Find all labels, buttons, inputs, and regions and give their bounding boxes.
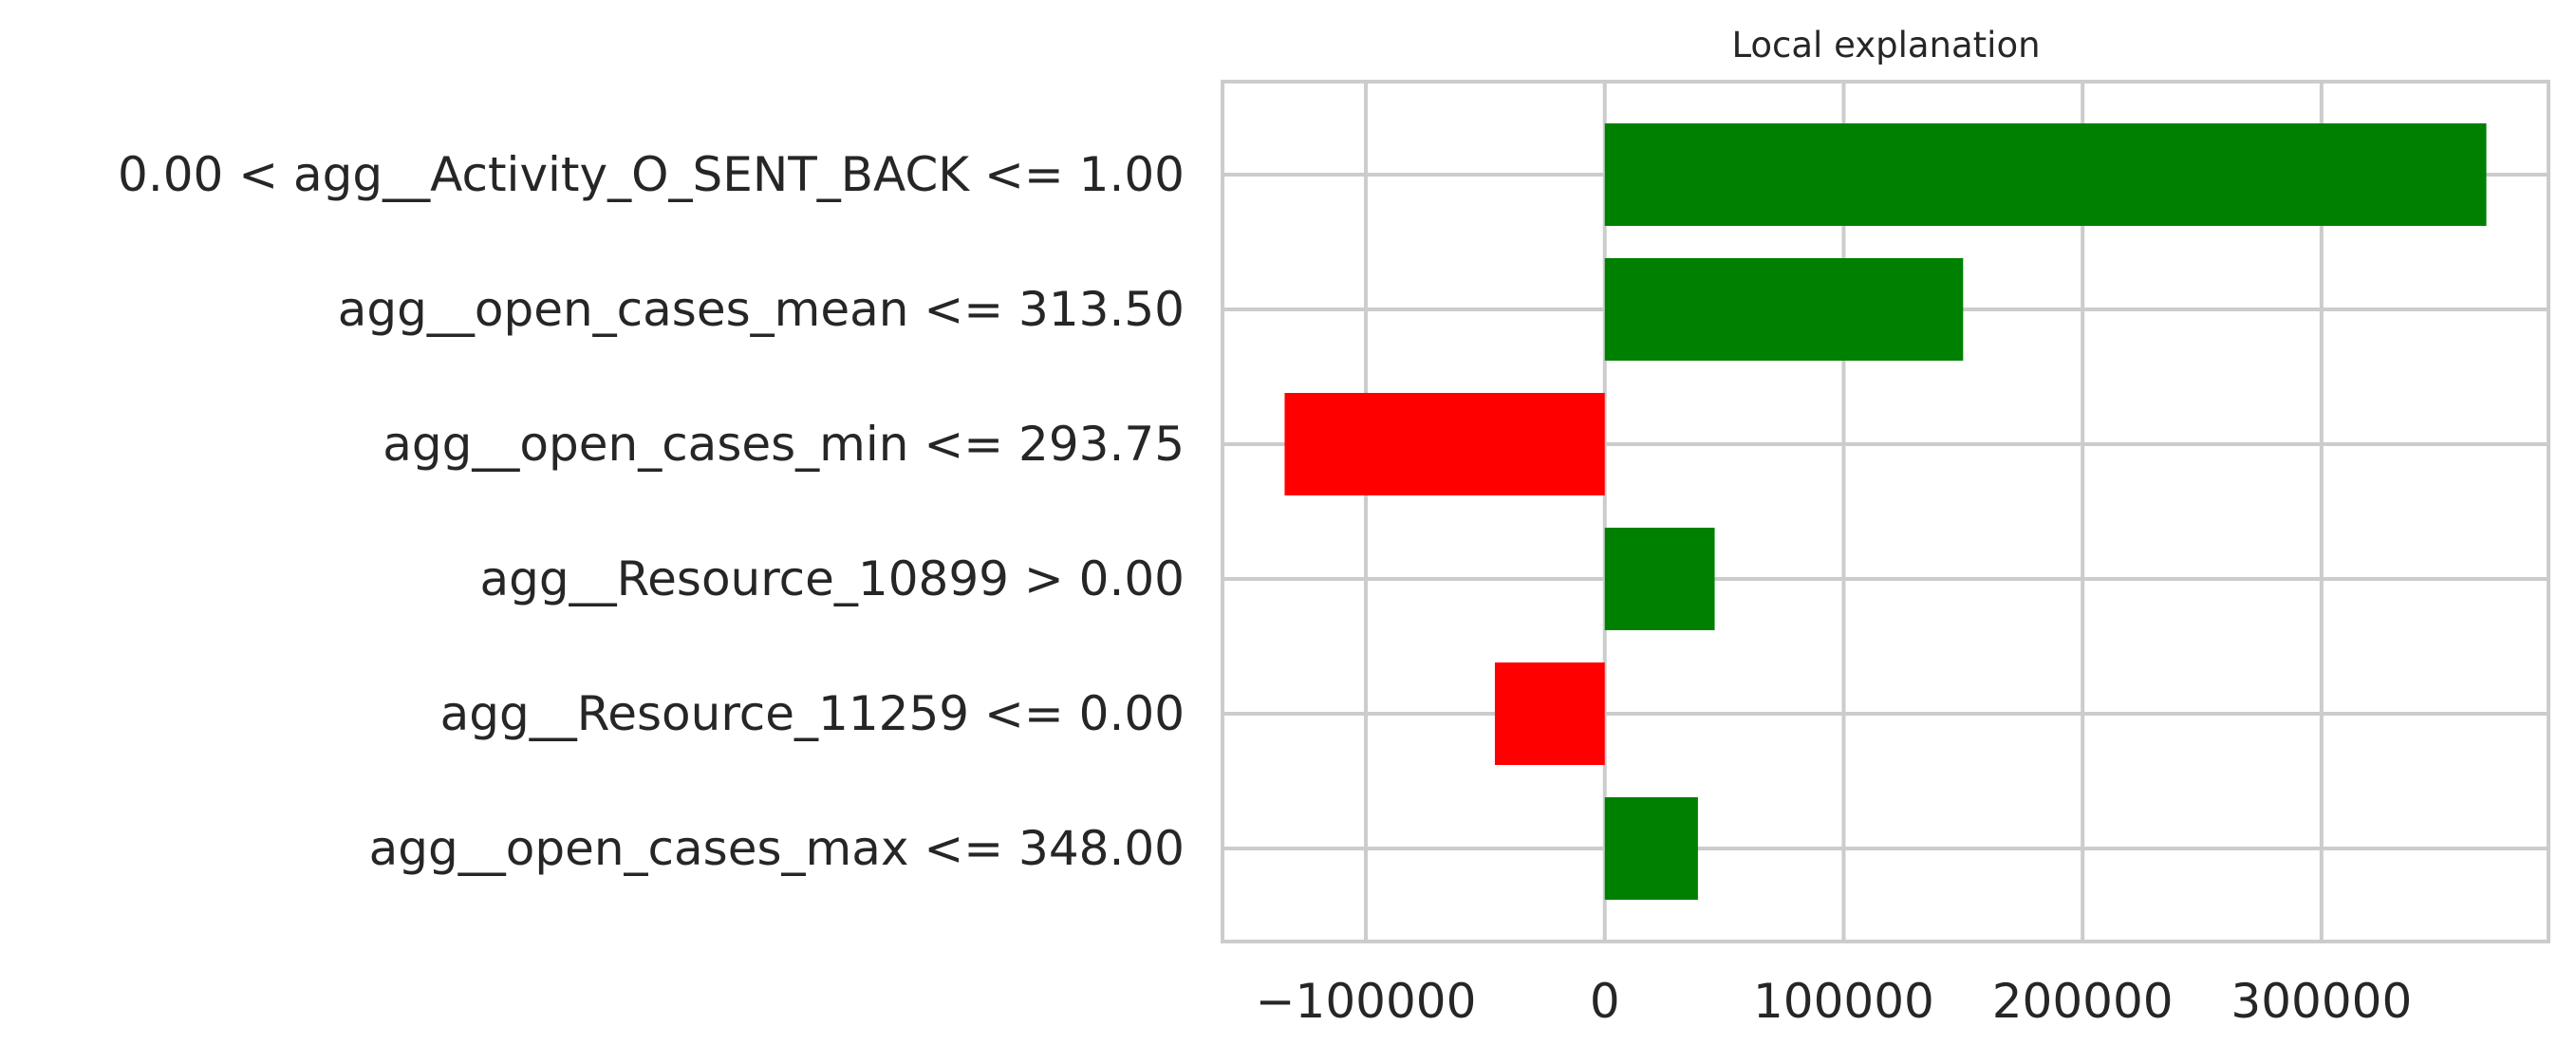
y-tick-label: agg__open_cases_max <= 348.00 (369, 821, 1185, 876)
bar-4 (1494, 662, 1605, 765)
chart-title: Local explanation (1731, 25, 2040, 65)
y-tick-label: agg__open_cases_min <= 293.75 (383, 417, 1185, 472)
bar-5 (1604, 797, 1698, 900)
bar-1 (1604, 258, 1964, 361)
x-tick-label: 200000 (1992, 974, 2174, 1029)
bar-2 (1284, 393, 1605, 495)
bar-layer (1284, 123, 2487, 900)
plot-frame (1221, 80, 2550, 943)
x-tick-label: 0 (1590, 974, 1620, 1029)
x-tick-label: 300000 (2231, 974, 2412, 1029)
x-tick-label: −100000 (1256, 974, 1477, 1029)
x-tick-labels: −100000 0 100000 200000 300000 (1256, 974, 2413, 1029)
bar-0 (1604, 123, 2487, 226)
y-tick-labels: 0.00 < agg__Activity_O_SENT_BACK <= 1.00… (118, 147, 1185, 876)
y-tick-label: agg__Resource_10899 > 0.00 (480, 551, 1185, 606)
y-tick-label: 0.00 < agg__Activity_O_SENT_BACK <= 1.00 (118, 147, 1185, 202)
y-tick-label: agg__Resource_11259 <= 0.00 (440, 686, 1185, 741)
y-tick-label: agg__open_cases_mean <= 313.50 (338, 282, 1185, 337)
bar-3 (1604, 528, 1715, 630)
x-tick-label: 100000 (1753, 974, 1934, 1029)
